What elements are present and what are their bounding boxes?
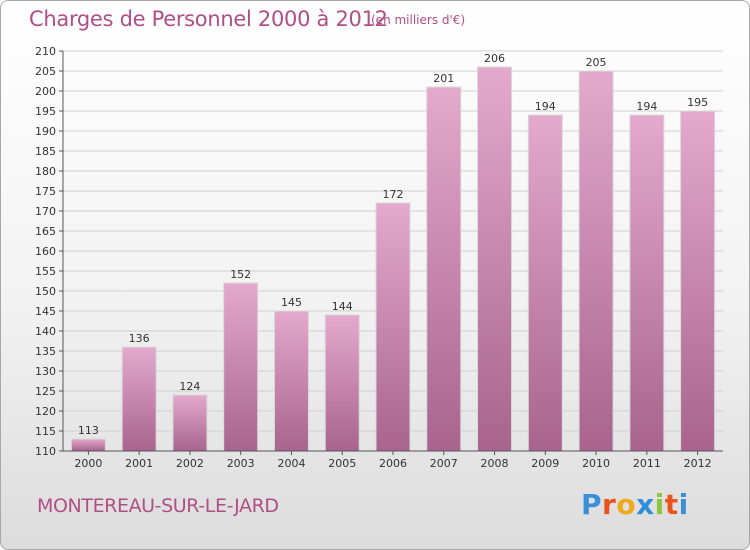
y-tick-label: 175	[35, 185, 56, 198]
y-tick-label: 125	[35, 385, 56, 398]
bar-value-label: 206	[484, 52, 505, 65]
bar	[172, 394, 208, 452]
proxiti-logo: Proxiti	[581, 488, 689, 521]
logo-letter: i	[678, 488, 689, 521]
y-tick-label: 205	[35, 65, 56, 78]
bar	[375, 202, 411, 452]
x-tick-label: 2005	[328, 457, 356, 470]
bar	[223, 282, 259, 452]
bar-value-label: 144	[332, 300, 353, 313]
x-tick-label: 2003	[227, 457, 255, 470]
bar-value-label: 205	[586, 56, 607, 69]
y-tick-label: 120	[35, 405, 56, 418]
y-tick-label: 160	[35, 245, 56, 258]
x-tick-label: 2002	[176, 457, 204, 470]
y-tick-label: 115	[35, 425, 56, 438]
logo-letter: P	[581, 488, 603, 521]
bar	[527, 114, 563, 452]
bar-value-label: 152	[230, 268, 251, 281]
y-tick-label: 200	[35, 85, 56, 98]
y-tick-label: 155	[35, 265, 56, 278]
bar-value-label: 145	[281, 296, 302, 309]
bar	[426, 86, 462, 452]
bar-value-label: 201	[433, 72, 454, 85]
logo-letter: i	[654, 488, 665, 521]
axes: 1101151201251301351401451501551601651701…	[35, 45, 723, 470]
y-tick-label: 130	[35, 365, 56, 378]
y-tick-label: 135	[35, 345, 56, 358]
x-tick-label: 2004	[277, 457, 305, 470]
y-tick-label: 165	[35, 225, 56, 238]
logo-letter: o	[616, 488, 637, 521]
y-tick-label: 145	[35, 305, 56, 318]
y-tick-label: 140	[35, 325, 56, 338]
y-tick-label: 195	[35, 105, 56, 118]
bar-value-label: 113	[78, 424, 99, 437]
bar	[680, 110, 716, 452]
bar-value-label: 195	[687, 96, 708, 109]
chart-title: Charges de Personnel 2000 à 2012	[29, 7, 388, 31]
y-tick-label: 190	[35, 125, 56, 138]
x-tick-label: 2006	[379, 457, 407, 470]
y-tick-label: 180	[35, 165, 56, 178]
x-tick-label: 2011	[633, 457, 661, 470]
y-tick-label: 210	[35, 45, 56, 58]
y-tick-label: 185	[35, 145, 56, 158]
x-tick-label: 2001	[125, 457, 153, 470]
logo-letter: t	[664, 488, 679, 521]
bar-value-label: 136	[129, 332, 150, 345]
x-tick-label: 2008	[481, 457, 509, 470]
y-tick-label: 110	[35, 445, 56, 458]
bar-value-label: 194	[535, 100, 556, 113]
logo-letter: x	[636, 488, 655, 521]
x-tick-label: 2000	[74, 457, 102, 470]
x-tick-label: 2009	[531, 457, 559, 470]
y-tick-label: 150	[35, 285, 56, 298]
bar-value-label: 124	[179, 380, 200, 393]
bar-value-label: 172	[383, 188, 404, 201]
x-tick-label: 2010	[582, 457, 610, 470]
x-tick-label: 2012	[684, 457, 712, 470]
bar-value-label: 194	[636, 100, 657, 113]
chart-subtitle: (en milliers d'€)	[371, 13, 466, 27]
bars: 113 136 124 152 145 144 172 201 206 194 205 194 195	[70, 52, 716, 452]
bar	[629, 114, 665, 452]
bar	[578, 70, 614, 452]
location-name: MONTEREAU-SUR-LE-JARD	[37, 495, 279, 517]
bar	[121, 346, 157, 452]
x-tick-label: 2007	[430, 457, 458, 470]
logo-letter: r	[602, 488, 617, 521]
bar	[70, 438, 106, 452]
bar	[324, 314, 360, 452]
bar	[273, 310, 309, 452]
y-tick-label: 170	[35, 205, 56, 218]
bar	[477, 66, 513, 452]
